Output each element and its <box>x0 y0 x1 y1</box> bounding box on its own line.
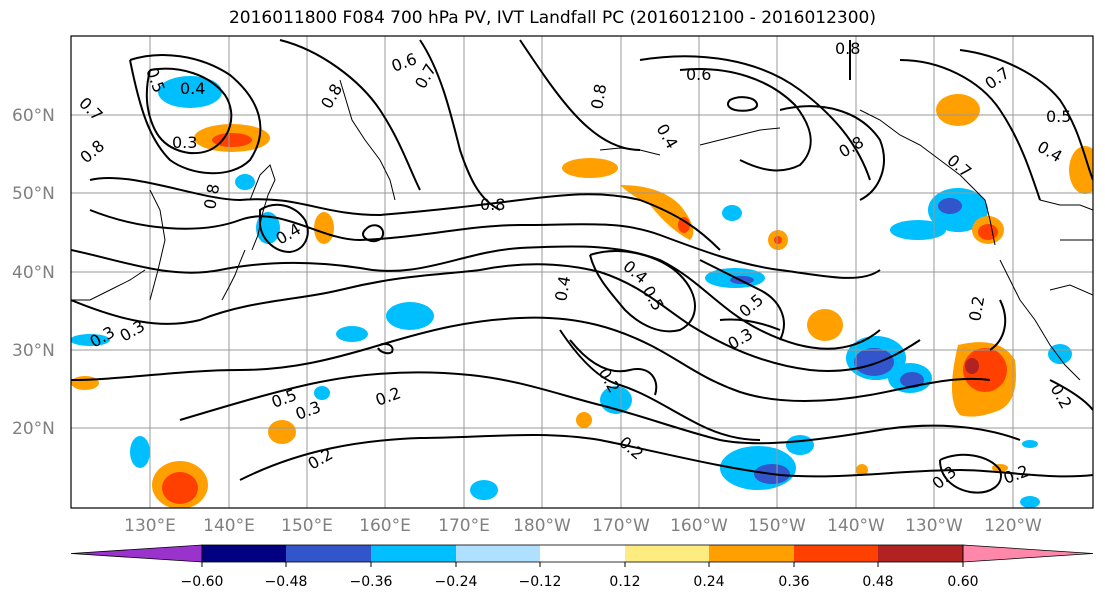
contour-label: 0.7 <box>943 151 975 182</box>
plot-frame <box>70 35 1094 509</box>
lat-label: 50°N <box>12 184 55 204</box>
colorbar-tick-label: −0.60 <box>181 574 224 590</box>
lat-label: 40°N <box>12 263 55 283</box>
lon-label: 120°W <box>984 516 1042 536</box>
lon-label: 160°W <box>670 516 728 536</box>
contour-label: 0.4 <box>180 79 205 98</box>
contour-label: 0.8 <box>76 136 108 167</box>
colorbar-tick-label: 0.48 <box>862 574 893 590</box>
contour-label: 0.6 <box>389 49 419 76</box>
contour-label: 0.8 <box>480 195 505 214</box>
contour-label: 0.3 <box>928 462 960 493</box>
contour-label: 0.3 <box>172 133 197 152</box>
colorbar-tick-label: 0.60 <box>947 574 978 590</box>
colorbar-tick-label: −0.36 <box>350 574 393 590</box>
colorbar-tick-label: −0.24 <box>435 574 478 590</box>
contour-label: 0.5 <box>735 290 767 321</box>
colorbar-tick-label: 0.12 <box>609 574 640 590</box>
lon-label: 130°W <box>905 516 963 536</box>
contour-label: 0.2 <box>615 433 647 464</box>
contour-label: 0.8 <box>587 82 610 110</box>
contour-lines <box>71 39 1093 494</box>
contour-label: 0.4 <box>551 274 574 302</box>
contour-label: 0.8 <box>200 182 223 210</box>
lon-label: 140°W <box>827 516 885 536</box>
contour-label: 0.2 <box>1047 381 1076 413</box>
contour-label: 0.4 <box>653 121 682 153</box>
colorbar-frame <box>201 544 964 563</box>
contour-label: 0.7 <box>981 63 1013 93</box>
contour-label: 0.3 <box>725 324 757 353</box>
lat-label: 20°N <box>12 419 55 439</box>
shading-layer <box>71 76 1093 508</box>
colorbar-segment <box>625 545 709 562</box>
colorbar-segment <box>794 545 878 562</box>
contour-label: 0.2 <box>965 294 988 322</box>
contour-label: 0.6 <box>686 65 711 84</box>
colorbar-tick-label: −0.48 <box>265 574 308 590</box>
contour-label: 0.5 <box>639 283 668 315</box>
latitude-labels: 60°N 50°N 40°N 30°N 20°N <box>12 106 55 439</box>
lon-label: 180°W <box>513 516 571 536</box>
lat-label: 30°N <box>12 341 55 361</box>
colorbar-segment <box>878 545 963 562</box>
contour-label: 0.2 <box>373 383 403 410</box>
colorbar-segment <box>286 545 371 562</box>
contour-label: 0.8 <box>836 132 868 161</box>
colorbar-extend-high <box>962 544 1094 563</box>
contour-label: 0.3 <box>87 322 119 351</box>
contour-label: 0.7 <box>75 93 106 124</box>
lon-label: 170°E <box>438 516 490 536</box>
contour-label: 0.8 <box>835 39 860 58</box>
lon-label: 140°E <box>203 516 255 536</box>
colorbar-tick-labels: −0.60 −0.48 −0.36 −0.24 −0.12 0.12 0.24 … <box>181 574 979 590</box>
longitude-labels: 130°E 140°E 150°E 160°E 170°E 180°W 170°… <box>124 516 1042 536</box>
contour-label: 0.3 <box>117 316 149 345</box>
colorbar-tick-label: 0.36 <box>778 574 809 590</box>
lat-label: 60°N <box>12 106 55 126</box>
colorbar-tick-label: −0.12 <box>519 574 562 590</box>
contour-label: 0.5 <box>1046 107 1071 126</box>
colorbar-segment <box>371 545 456 562</box>
lon-label: 160°E <box>359 516 411 536</box>
colorbar-extend-low <box>70 544 203 563</box>
colorbar-segment <box>709 545 794 562</box>
colorbar-tick-label: 0.24 <box>693 574 724 590</box>
lon-label: 150°W <box>748 516 806 536</box>
colorbar-segment <box>540 545 625 562</box>
lon-label: 150°E <box>281 516 333 536</box>
lon-label: 170°W <box>592 516 650 536</box>
map-title: 2016011800 F084 700 hPa PV, IVT Landfall… <box>228 8 876 28</box>
colorbar-segment <box>456 545 540 562</box>
colorbar <box>70 544 1094 567</box>
colorbar-segment <box>202 545 286 562</box>
contour-label: 0.4 <box>1034 137 1066 166</box>
lon-label: 130°E <box>124 516 176 536</box>
coastlines <box>71 79 1093 381</box>
